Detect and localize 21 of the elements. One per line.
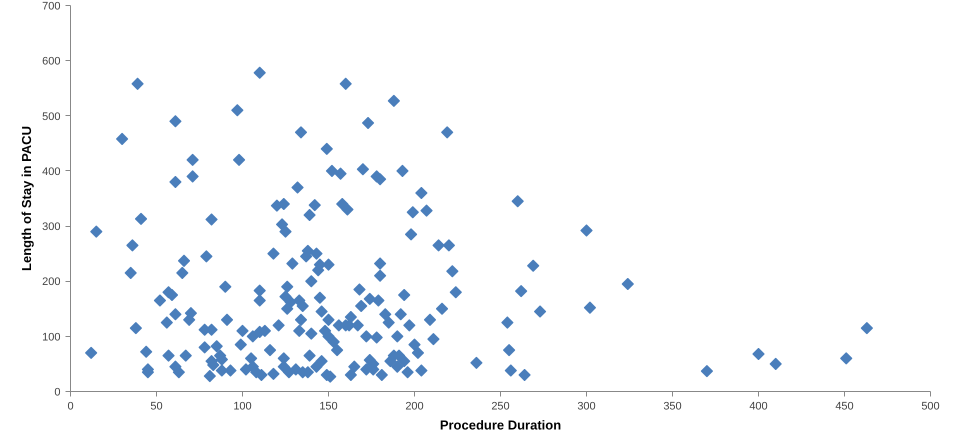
x-tick-label: 500 xyxy=(921,400,940,412)
x-tick-label: 200 xyxy=(405,400,424,412)
y-tick-label: 300 xyxy=(42,221,61,234)
x-tick-label: 350 xyxy=(663,400,682,412)
x-tick-label: 450 xyxy=(835,400,854,412)
x-axis-title: Procedure Duration xyxy=(440,418,562,432)
y-axis-title: Length of Stay in PACU xyxy=(19,126,34,271)
y-tick-label: 600 xyxy=(42,56,61,68)
x-tick-label: 250 xyxy=(491,400,510,412)
x-tick-label: 150 xyxy=(319,400,338,412)
y-tick-label: 500 xyxy=(42,110,61,123)
y-tick-label: 100 xyxy=(42,331,61,344)
x-tick-label: 300 xyxy=(577,400,596,412)
x-tick-label: 50 xyxy=(150,400,163,412)
x-tick-label: 0 xyxy=(67,400,74,412)
x-tick-label: 100 xyxy=(233,400,252,412)
y-tick-label: 700 xyxy=(42,0,61,12)
y-tick-label: 0 xyxy=(54,386,61,398)
y-tick-label: 200 xyxy=(42,276,61,288)
y-tick-label: 400 xyxy=(42,166,61,178)
x-tick-label: 400 xyxy=(749,400,768,412)
